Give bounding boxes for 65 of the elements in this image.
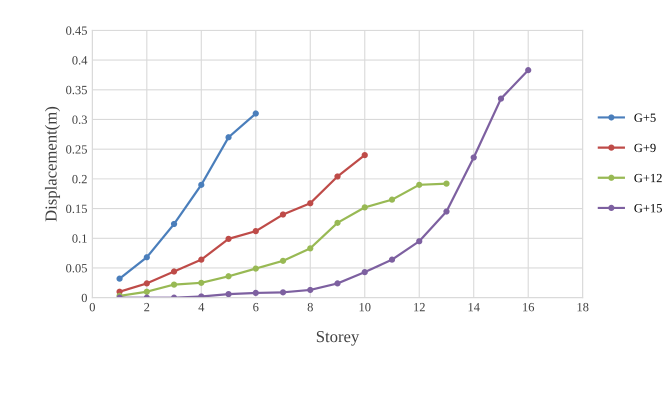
point [252, 265, 259, 272]
legend-label: G+12 [634, 174, 662, 182]
y-tick-label: 0.4 [72, 56, 88, 65]
point [198, 280, 204, 286]
point [144, 288, 150, 295]
point [170, 281, 178, 288]
point [252, 228, 259, 234]
point [198, 256, 204, 263]
point [362, 152, 368, 158]
x-tick-label: 12 [414, 302, 425, 312]
point [170, 268, 178, 275]
x-axis-title: Storey [316, 331, 360, 346]
point [280, 211, 286, 218]
point [525, 67, 532, 74]
y-tick-label: 0.3 [72, 116, 87, 124]
y-tick-label: 0.15 [66, 204, 87, 214]
point [307, 286, 314, 294]
point [498, 96, 504, 102]
point [416, 238, 422, 244]
point [280, 289, 286, 296]
point [334, 220, 341, 226]
y-tick-label: 0.35 [66, 86, 87, 94]
x-tick-label: 16 [523, 302, 534, 312]
point [225, 273, 232, 280]
y-tick-label: 0.05 [66, 264, 87, 272]
legend-label: G+15 [634, 204, 662, 212]
point [252, 290, 259, 296]
point [225, 290, 232, 298]
point [443, 180, 450, 187]
y-tick-label: 0.25 [66, 145, 87, 154]
x-tick-label: 4 [198, 302, 204, 312]
x-tick-label: 18 [578, 302, 588, 312]
x-tick-label: 0 [90, 302, 95, 312]
x-tick-label: 8 [308, 302, 313, 312]
point [334, 173, 341, 180]
point [307, 245, 314, 252]
x-tick-label: 10 [360, 302, 371, 312]
point [116, 276, 123, 282]
x-tick-label: 6 [253, 302, 259, 312]
point [388, 196, 396, 203]
point [225, 236, 232, 242]
point [307, 200, 314, 206]
point [470, 154, 477, 161]
point [225, 134, 232, 140]
x-tick-label: 2 [144, 302, 150, 312]
point [280, 258, 286, 264]
point [170, 220, 178, 228]
point [443, 208, 450, 215]
point [144, 280, 150, 287]
point [198, 182, 204, 188]
point [362, 269, 368, 276]
point [362, 204, 368, 211]
y-tick-label: 0.2 [72, 174, 87, 184]
point [416, 182, 422, 188]
point [334, 280, 341, 287]
legend-label: G+9 [634, 144, 656, 152]
y-tick-label: 0.45 [66, 26, 87, 35]
y-axis-title: Displacement(m) [44, 106, 60, 222]
legend-label: G+5 [634, 114, 656, 122]
y-tick-label: 0 [82, 294, 87, 302]
y-tick-label: 0.1 [72, 234, 87, 243]
point [144, 254, 150, 260]
point [388, 256, 396, 263]
x-tick-label: 14 [468, 302, 480, 312]
point [252, 110, 259, 117]
